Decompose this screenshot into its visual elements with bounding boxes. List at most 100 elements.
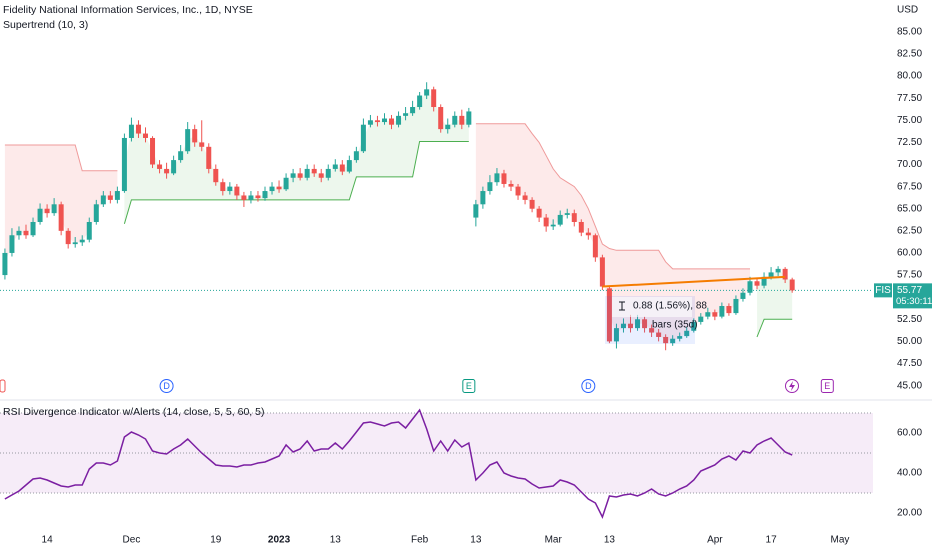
x-tick-label: Mar [545, 535, 563, 546]
candle-body [248, 195, 254, 200]
countdown-label: 05:30:11 [896, 296, 932, 307]
candle-body [691, 321, 697, 331]
candle-body [592, 235, 598, 258]
event-marker [159, 379, 174, 393]
candle-body [698, 316, 704, 322]
trend-fill [757, 270, 793, 337]
candle-body [557, 214, 563, 225]
candle-body [684, 330, 690, 337]
candle-body [297, 173, 303, 178]
event-label: D [585, 381, 592, 391]
rsi-band [0, 413, 873, 493]
rsi-pane: 60.00 40.00 20.00 [0, 408, 922, 519]
candle-body [171, 160, 177, 174]
candle-body [262, 191, 268, 199]
candle-body [571, 213, 577, 222]
candle-body [578, 221, 584, 233]
candle-body [332, 164, 338, 169]
candle-body [726, 306, 732, 314]
candle-body [213, 168, 219, 183]
trend-fill [475, 123, 750, 341]
y-tick-label: 65.00 [897, 203, 922, 214]
candle-body [740, 292, 746, 299]
candle-body [9, 235, 15, 253]
event-label: E [824, 381, 830, 391]
price-pane: 85.00 82.50 80.00 77.50 75.00 72.50 70.00 67.50… [0, 26, 922, 393]
event-marker [581, 379, 596, 393]
candle-body [346, 160, 352, 172]
candle-body [585, 232, 591, 236]
price-tag [893, 283, 932, 309]
candle-body [30, 221, 36, 236]
candle-body [79, 239, 85, 243]
y-tick-label: 67.50 [897, 181, 922, 192]
candle-body [719, 306, 725, 317]
rsi-line [4, 408, 793, 519]
candle-body [733, 298, 739, 314]
candle-body [628, 323, 633, 329]
candle-body [789, 279, 795, 291]
candle-body [620, 323, 626, 329]
candle-body [438, 107, 444, 130]
candle-body [424, 89, 430, 96]
candle-body [522, 195, 528, 200]
candle-body [649, 328, 655, 333]
candle-body [550, 224, 556, 227]
candle-body [114, 191, 120, 200]
candle-body [754, 281, 760, 286]
candle-body [494, 173, 500, 183]
candle-body [37, 208, 43, 222]
x-tick-label: Apr [707, 535, 723, 546]
candle-body [642, 319, 648, 329]
trend-line [602, 275, 786, 288]
candle-body [599, 257, 605, 287]
y-tick-label: 80.00 [897, 71, 922, 82]
candle-body [121, 137, 127, 192]
candle-body [480, 191, 486, 205]
candle-body [164, 168, 170, 174]
candle-body [389, 118, 395, 125]
rsi-title: RSI Divergence Indicator w/Alerts (14, c… [3, 406, 264, 418]
y-tick-label: 45.00 [897, 380, 922, 391]
candle-body [381, 118, 387, 123]
x-tick-label: Dec [123, 535, 141, 546]
trend-fill [124, 92, 469, 224]
y-tick-label: 57.50 [897, 270, 922, 281]
candle-body [276, 186, 282, 190]
candle-body [157, 164, 163, 169]
candle-body [44, 208, 50, 214]
candle-body [747, 281, 753, 293]
candle-body [403, 113, 409, 116]
candle-body [283, 177, 289, 190]
candle-body [613, 328, 619, 342]
supertrend-line [123, 141, 793, 338]
chart-title: Fidelity National Information Services, … [3, 4, 253, 16]
indicator-label: Supertrend (10, 3) [3, 19, 88, 31]
candle-body [367, 120, 373, 125]
candle-body [529, 199, 535, 209]
candle-body [487, 182, 493, 192]
y-tick-label: 62.50 [897, 225, 922, 236]
candle-body [234, 186, 240, 196]
measure-tool: 0.88 (1.56%), 88 bars (35d) [605, 296, 707, 344]
dividend-marker [785, 379, 799, 393]
candle-body [304, 168, 310, 178]
candle-body [536, 208, 542, 218]
event-marker [462, 379, 476, 393]
candle-body [72, 242, 78, 245]
candle-body [135, 124, 141, 134]
x-tick-label: 2023 [268, 535, 291, 546]
candle-body [515, 186, 521, 196]
candle-body [318, 173, 324, 178]
candle-body [712, 312, 718, 317]
candle-body [51, 204, 57, 214]
candle-body [65, 230, 71, 245]
candle-body [360, 124, 366, 152]
candle-body [107, 195, 113, 200]
candle-body [227, 186, 233, 192]
candle-body [255, 195, 261, 199]
candle-body [2, 252, 8, 276]
y-tick-label: 52.50 [897, 314, 922, 325]
